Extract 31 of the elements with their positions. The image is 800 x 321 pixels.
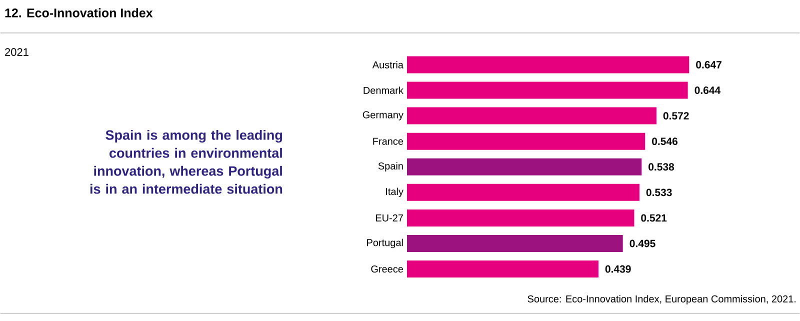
- data-label: 0.521: [641, 214, 667, 222]
- bar: [406, 158, 642, 176]
- bar: [406, 210, 634, 227]
- source-note: Source: Eco-Innovation Index, European Commission, 2021.: [528, 295, 796, 305]
- data-label: 0.546: [652, 138, 678, 146]
- bar: [406, 184, 640, 202]
- text: 2021: [5, 48, 28, 56]
- bar: [406, 107, 656, 124]
- data-label: 0.644: [694, 86, 721, 94]
- bar: [406, 82, 688, 99]
- text: 12. Eco-Innovation Index: [5, 8, 153, 18]
- y-tick-label: France: [373, 138, 404, 145]
- bar: [406, 56, 690, 74]
- data-label: 0.495: [630, 240, 656, 248]
- y-tick-label: Portugal: [367, 238, 403, 248]
- bar: [406, 132, 646, 150]
- y-tick-label: Spain: [378, 162, 403, 172]
- text: Spain is among the leading countries in environmental innovation, whereas Portugal is in an intermediate situation: [90, 130, 282, 194]
- data-label: 0.647: [696, 61, 722, 69]
- data-label: 0.533: [646, 188, 672, 196]
- y-tick-label: Austria: [372, 61, 404, 69]
- y-tick-label: EU-27: [376, 214, 403, 222]
- y-tick-label: Denmark: [364, 86, 404, 94]
- y-tick-label: Greece: [371, 266, 404, 273]
- data-label: 0.439: [605, 265, 631, 273]
- y-tick-label: Germany: [362, 111, 404, 120]
- y-tick-label: Italy: [386, 188, 404, 198]
- bar: [406, 235, 623, 252]
- data-label: 0.538: [648, 163, 674, 171]
- bar: [406, 260, 598, 278]
- data-label: 0.572: [663, 112, 689, 120]
